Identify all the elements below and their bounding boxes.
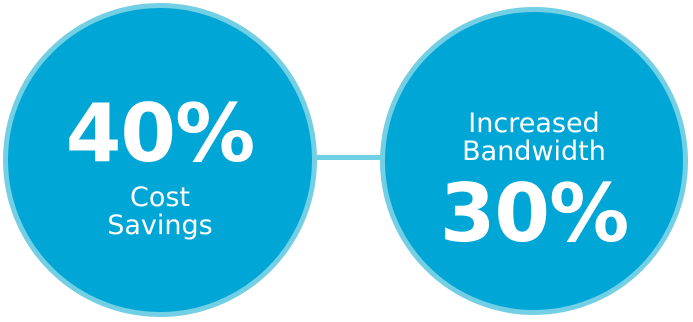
stat-value: 40% <box>65 87 255 180</box>
stat-value: 30% <box>439 167 629 260</box>
stat-label-line1: Increased <box>468 108 600 139</box>
stat-circle-cost-savings: 40% Cost Savings <box>3 3 317 317</box>
stat-label-line2: Bandwidth <box>462 136 606 167</box>
stat-circle-increased-bandwidth: Increased Bandwidth 30% <box>380 7 688 315</box>
stat-label-line2: Savings <box>107 210 213 241</box>
connector-line <box>305 155 395 160</box>
stat-label-line1: Cost <box>129 182 191 213</box>
